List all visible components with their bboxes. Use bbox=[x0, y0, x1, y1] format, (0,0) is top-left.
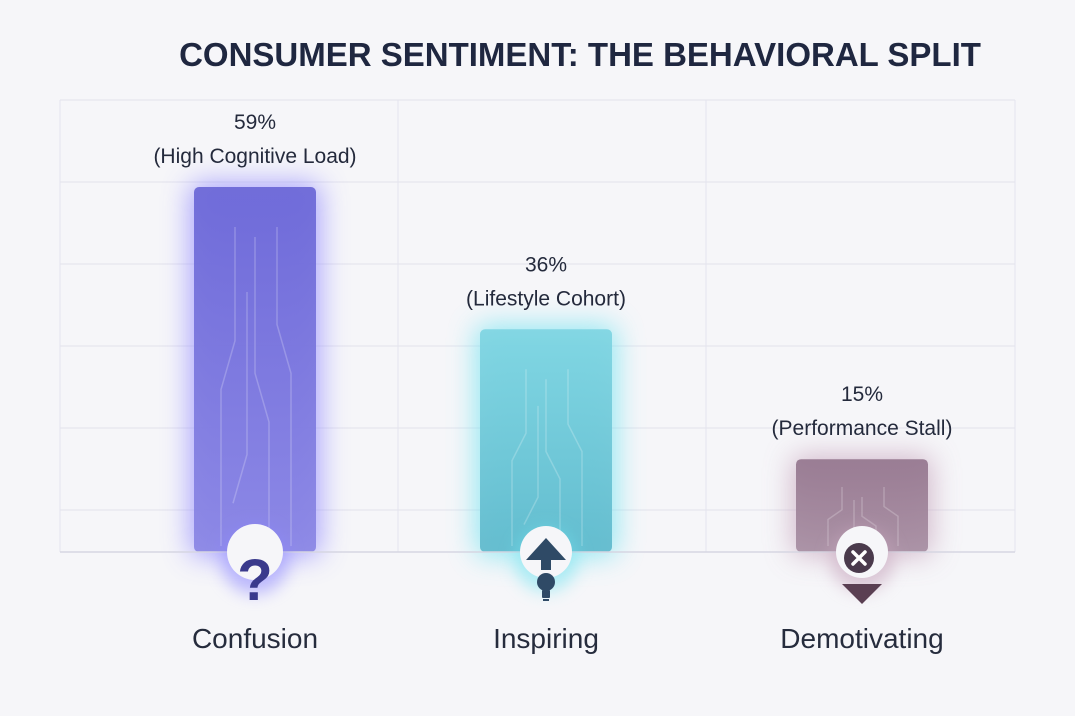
arrow-up-lightbulb-icon bbox=[514, 526, 578, 601]
sublabel: (High Cognitive Load) bbox=[153, 145, 356, 168]
value-label: 15% bbox=[841, 383, 883, 406]
bar-demotivating bbox=[796, 459, 928, 552]
category-label: Confusion bbox=[192, 623, 318, 654]
sublabel: (Lifestyle Cohort) bbox=[466, 287, 626, 310]
bars bbox=[194, 187, 928, 552]
circuit-trace bbox=[567, 369, 583, 546]
circuit-pattern bbox=[827, 487, 899, 546]
category-icons: ? bbox=[221, 524, 894, 613]
x-arrow-down-icon bbox=[830, 526, 894, 604]
circuit-pattern bbox=[220, 227, 292, 546]
category-label: Inspiring bbox=[493, 623, 599, 654]
circuit-trace bbox=[276, 227, 292, 546]
sublabel: (Performance Stall) bbox=[772, 417, 953, 440]
circuit-trace bbox=[883, 487, 899, 546]
bar-circuit-patterns bbox=[220, 227, 899, 546]
circuit-trace bbox=[827, 487, 843, 546]
category-label: Demotivating bbox=[780, 623, 943, 654]
circuit-trace bbox=[511, 369, 527, 546]
labels: 59% (High Cognitive Load) Confusion 36% (Lif… bbox=[153, 111, 952, 654]
circuit-trace bbox=[220, 227, 236, 546]
chart-title: CONSUMER SENTIMENT: THE BEHAVIORAL SPLIT bbox=[179, 36, 981, 73]
bar-confusion bbox=[194, 187, 316, 552]
circuit-trace bbox=[254, 237, 270, 546]
circuit-trace bbox=[232, 292, 248, 504]
value-label: 36% bbox=[525, 253, 567, 276]
circuit-pattern bbox=[511, 369, 583, 546]
circuit-trace bbox=[523, 405, 539, 525]
bar-inspiring bbox=[480, 329, 612, 552]
value-label: 59% bbox=[234, 111, 276, 134]
circuit-trace bbox=[545, 379, 561, 546]
question-mark-icon: ? bbox=[221, 524, 289, 613]
svg-text:?: ? bbox=[237, 548, 272, 613]
